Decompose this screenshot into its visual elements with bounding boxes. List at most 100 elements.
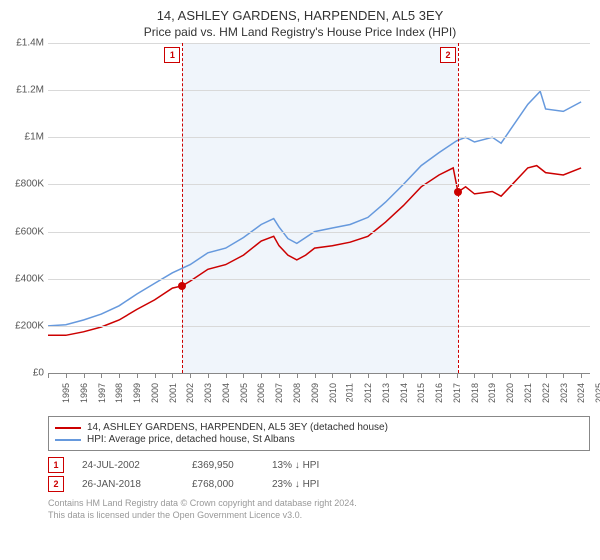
x-tick <box>84 374 85 378</box>
x-tick <box>315 374 316 378</box>
legend-label-hpi: HPI: Average price, detached house, St A… <box>87 434 295 445</box>
title-block: 14, ASHLEY GARDENS, HARPENDEN, AL5 3EY P… <box>0 0 600 43</box>
sale-row-2: 2 26-JAN-2018 £768,000 23% ↓ HPI <box>48 476 590 492</box>
x-axis-label: 1998 <box>114 383 124 403</box>
x-tick <box>119 374 120 378</box>
footer-attribution: Contains HM Land Registry data © Crown c… <box>48 498 590 521</box>
sale-marker-1: 1 <box>48 457 64 473</box>
footer-line2: This data is licensed under the Open Gov… <box>48 510 590 522</box>
sale-diff-1: 13% ↓ HPI <box>272 460 362 471</box>
x-tick <box>563 374 564 378</box>
x-tick <box>528 374 529 378</box>
footer-line1: Contains HM Land Registry data © Crown c… <box>48 498 590 510</box>
x-axis-label: 2004 <box>221 383 231 403</box>
x-axis-label: 2001 <box>168 383 178 403</box>
x-tick <box>208 374 209 378</box>
x-tick <box>386 374 387 378</box>
x-tick <box>297 374 298 378</box>
x-tick <box>48 374 49 378</box>
x-axis-label: 2010 <box>328 383 338 403</box>
line-chart-svg <box>48 43 590 373</box>
y-axis-label: £1.4M <box>0 38 44 49</box>
x-axis-label: 2022 <box>541 383 551 403</box>
title-subtitle: Price paid vs. HM Land Registry's House … <box>0 25 600 39</box>
x-tick <box>474 374 475 378</box>
sale-price-2: £768,000 <box>192 479 272 490</box>
x-tick <box>457 374 458 378</box>
legend-label-property: 14, ASHLEY GARDENS, HARPENDEN, AL5 3EY (… <box>87 422 388 433</box>
gridline-h <box>48 137 590 138</box>
x-axis-label: 2019 <box>488 383 498 403</box>
sale-vline <box>458 43 459 373</box>
x-tick <box>101 374 102 378</box>
sale-marker-box: 2 <box>440 47 456 63</box>
x-tick <box>137 374 138 378</box>
legend-row-hpi: HPI: Average price, detached house, St A… <box>55 434 583 445</box>
x-tick <box>226 374 227 378</box>
sale-price-1: £369,950 <box>192 460 272 471</box>
x-axis: 1995199619971998199920002001200220032004… <box>48 374 590 412</box>
x-tick <box>439 374 440 378</box>
sale-date-1: 24-JUL-2002 <box>82 460 192 471</box>
x-axis-label: 2020 <box>505 383 515 403</box>
sale-marker-box: 1 <box>164 47 180 63</box>
plot-area: £0£200K£400K£600K£800K£1M£1.2M£1.4M12 <box>48 43 590 374</box>
x-axis-label: 2015 <box>416 383 426 403</box>
x-axis-label: 2023 <box>559 383 569 403</box>
chart-container: 14, ASHLEY GARDENS, HARPENDEN, AL5 3EY P… <box>0 0 600 521</box>
sale-diff-2: 23% ↓ HPI <box>272 479 362 490</box>
x-tick <box>510 374 511 378</box>
x-axis-label: 2006 <box>257 383 267 403</box>
legend-swatch-property <box>55 427 81 429</box>
series-hpi <box>48 91 581 326</box>
series-property <box>48 166 581 336</box>
x-axis-label: 2013 <box>381 383 391 403</box>
x-tick <box>243 374 244 378</box>
y-axis-label: £1.2M <box>0 85 44 96</box>
x-tick <box>155 374 156 378</box>
x-axis-label: 2009 <box>310 383 320 403</box>
gridline-h <box>48 279 590 280</box>
x-tick <box>332 374 333 378</box>
x-axis-label: 2007 <box>274 383 284 403</box>
gridline-h <box>48 184 590 185</box>
sale-point-dot <box>454 188 462 196</box>
x-tick <box>421 374 422 378</box>
gridline-h <box>48 90 590 91</box>
x-axis-label: 1999 <box>132 383 142 403</box>
x-tick <box>581 374 582 378</box>
gridline-h <box>48 326 590 327</box>
y-axis-label: £200K <box>0 320 44 331</box>
x-tick <box>261 374 262 378</box>
y-axis-label: £400K <box>0 273 44 284</box>
legend-box: 14, ASHLEY GARDENS, HARPENDEN, AL5 3EY (… <box>48 416 590 451</box>
x-tick <box>66 374 67 378</box>
sale-vline <box>182 43 183 373</box>
x-axis-label: 2025 <box>594 383 600 403</box>
x-axis-label: 2016 <box>434 383 444 403</box>
x-axis-label: 2008 <box>292 383 302 403</box>
x-tick <box>368 374 369 378</box>
x-tick <box>546 374 547 378</box>
sale-point-dot <box>178 282 186 290</box>
legend-row-property: 14, ASHLEY GARDENS, HARPENDEN, AL5 3EY (… <box>55 422 583 433</box>
x-tick <box>492 374 493 378</box>
x-axis-label: 2012 <box>363 383 373 403</box>
x-axis-label: 2014 <box>399 383 409 403</box>
x-tick <box>403 374 404 378</box>
y-axis-label: £600K <box>0 226 44 237</box>
x-axis-label: 2018 <box>470 383 480 403</box>
x-axis-label: 2017 <box>452 383 462 403</box>
x-tick <box>172 374 173 378</box>
x-axis-label: 1995 <box>61 383 71 403</box>
x-axis-label: 2011 <box>345 383 355 402</box>
x-tick <box>279 374 280 378</box>
x-axis-label: 1997 <box>97 383 107 403</box>
x-axis-label: 2000 <box>150 383 160 403</box>
gridline-h <box>48 43 590 44</box>
sale-marker-2: 2 <box>48 476 64 492</box>
x-tick <box>190 374 191 378</box>
y-axis-label: £800K <box>0 179 44 190</box>
x-axis-label: 2003 <box>203 383 213 403</box>
sale-row-1: 1 24-JUL-2002 £369,950 13% ↓ HPI <box>48 457 590 473</box>
